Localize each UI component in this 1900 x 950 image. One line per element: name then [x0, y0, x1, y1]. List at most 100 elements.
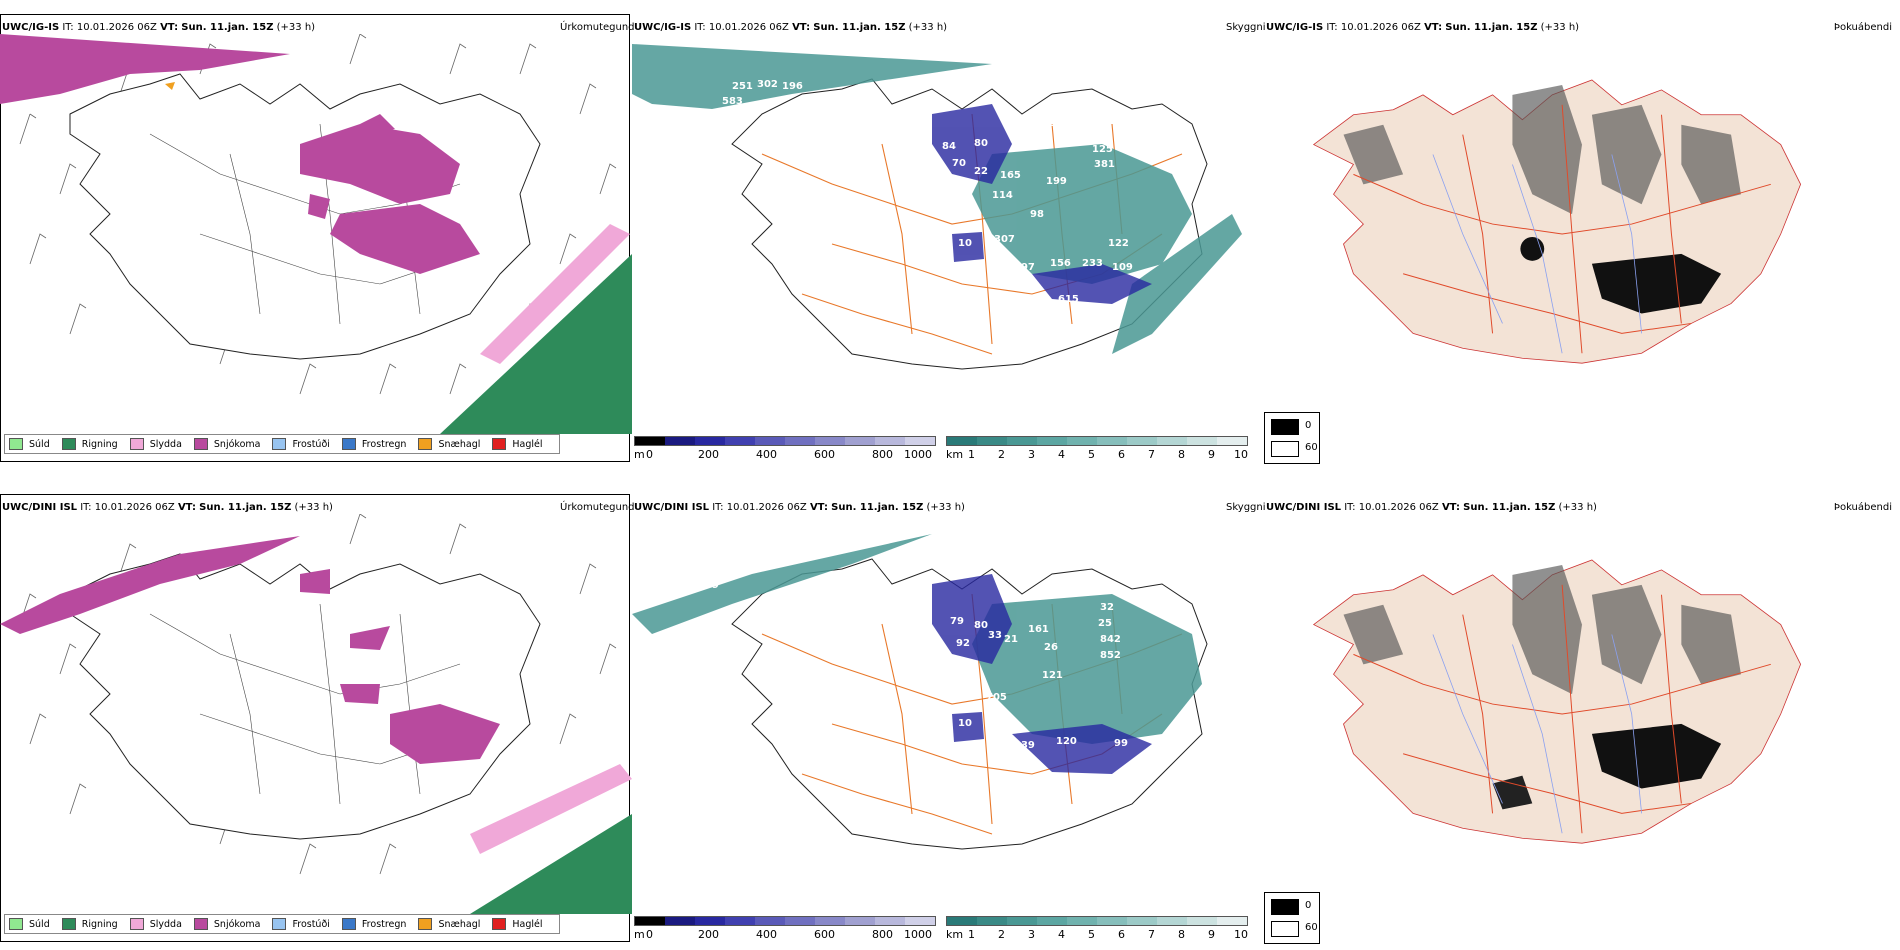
vis-number: 109 [1112, 262, 1133, 273]
vis-number: 10 [958, 238, 972, 249]
legend-item: Slydda [129, 438, 182, 450]
colorbar-tick: 200 [698, 928, 719, 941]
visibility-map: 251 302 196 583 84 70 72 86 80 22 165 11… [632, 44, 1242, 370]
rivers [1432, 154, 1643, 354]
vt-label: VT: [792, 22, 811, 33]
legend-swatch [129, 918, 144, 930]
legend-swatch [341, 918, 356, 930]
visibility-panel: UWC/DINI ISL IT: 10.01.2026 06Z VT: Sun.… [632, 480, 1266, 950]
it-value: 10.01.2026 06Z [76, 22, 157, 33]
colorbar-tick: 600 [814, 928, 835, 941]
legend-label: Frostregn [361, 438, 407, 450]
legend-label: Rigning [81, 918, 118, 930]
legend-swatch [9, 438, 23, 450]
colorbar-gradient [946, 436, 1248, 446]
vis-number: 381 [1094, 159, 1115, 170]
fog-title: Þokuábendi [1833, 502, 1892, 513]
visibility-numbers: 251 302 196 583 84 70 72 86 80 22 165 11… [722, 79, 1133, 305]
vis-number: 196 [782, 81, 803, 92]
colorbar-tick: 800 [872, 448, 893, 461]
vis-number: 79 [950, 616, 964, 627]
fog-panel: UWC/DINI ISL IT: 10.01.2026 06Z VT: Sun.… [1264, 480, 1900, 950]
vt-label: VT: [160, 22, 179, 33]
vis-number: 307 [994, 234, 1015, 245]
colorbar-tick: 1000 [904, 448, 932, 461]
it-value: 10.01.2026 06Z [1340, 22, 1421, 33]
vt-value: Sun. 11.jan. 15Z [1445, 22, 1538, 33]
lead-time: (+33 h) [926, 502, 965, 513]
low-visibility-teal [632, 44, 1242, 354]
colorbar-tick: 0 [646, 448, 653, 461]
fog-spot [1492, 775, 1533, 810]
lead-time: (+33 h) [276, 22, 316, 33]
panel-title: UWC/DINI ISL IT: 10.01.2026 06Z VT: Sun.… [2, 502, 333, 513]
model-name: UWC/IG-IS [634, 22, 692, 33]
vis-number: 26 [1044, 642, 1058, 653]
vt-value: Sun. 11.jan. 15Z [181, 22, 274, 33]
it-label: IT: [1326, 22, 1338, 33]
colorbar-tick: 200 [698, 448, 719, 461]
vis-number: 80 [974, 620, 988, 631]
elevation-blue [932, 104, 1152, 304]
model-name: UWC/DINI ISL [634, 502, 710, 513]
it-value: 10.01.2026 06Z [708, 22, 789, 33]
vis-number: 10 [958, 718, 972, 729]
vis-number: 251 [732, 81, 753, 92]
precip-legend: Súld Rigning Slydda Snjókoma Frostúði Fr… [4, 914, 560, 934]
colorbar-gradient [634, 916, 936, 926]
colorbar-unit: km [946, 448, 964, 461]
colorbar-tick: 7 [1148, 928, 1155, 941]
fog-key-max-swatch [1271, 441, 1299, 457]
legend-item: Snjókoma [193, 438, 260, 450]
fog-key-min: 0 [1305, 900, 1312, 911]
legend-item: Frostregn [341, 918, 407, 930]
vis-number: 219 [988, 254, 1009, 265]
vis-number: 32 [1100, 602, 1114, 613]
vis-number: 98 [1030, 209, 1044, 220]
model-name: UWC/IG-IS [2, 22, 60, 33]
legend-label: Frostregn [361, 918, 407, 930]
precip-frame [0, 494, 630, 942]
vis-number: 122 [1108, 238, 1129, 249]
legend-item: Snæhagl [418, 918, 480, 930]
vis-number: 80 [974, 138, 988, 149]
rain-area [440, 254, 632, 434]
colorbar-tick: 600 [814, 448, 835, 461]
colorbar-tick: 400 [756, 928, 777, 941]
vis-number: 114 [992, 190, 1013, 201]
vt-value: Sun. 11.jan. 15Z [1463, 502, 1556, 513]
it-value: 10.01.2026 06Z [726, 502, 807, 513]
colorbar-tick: 4 [1058, 448, 1065, 461]
vis-number: 72 [938, 178, 952, 189]
rivers [1432, 634, 1643, 834]
fog-key-max: 60 [1305, 442, 1318, 453]
it-label: IT: [1344, 502, 1356, 513]
fog-title: Þokuábendi [1833, 22, 1892, 33]
vt-value: Sun. 11.jan. 15Z [831, 502, 924, 513]
roads [149, 603, 461, 805]
snow-areas [0, 536, 500, 764]
vis-number: 233 [1082, 258, 1103, 269]
model-name: UWC/DINI ISL [1266, 502, 1342, 513]
colorbar-tick: 6 [1118, 448, 1125, 461]
legend-swatch [193, 918, 208, 930]
precip-panel: UWC/IG-IS IT: 10.01.2026 06Z VT: Sun. 11… [0, 0, 635, 470]
elevation-blue [932, 574, 1152, 774]
colorbar-tick: 8 [1178, 928, 1185, 941]
vis-number: 99 [1114, 738, 1128, 749]
legend-swatch [492, 918, 507, 930]
precip-title: Úrkomutegund [560, 22, 635, 33]
vis-number: 231 [736, 564, 757, 575]
legend-swatch [341, 438, 356, 450]
vis-number: 304 [1088, 128, 1109, 139]
legend-item: Slydda [129, 918, 182, 930]
sleet-band [470, 764, 632, 854]
colorbar-tick: 9 [1208, 928, 1215, 941]
colorbar-unit: m [634, 448, 645, 461]
fog-key-max-swatch [1271, 921, 1299, 937]
model-name: UWC/DINI ISL [2, 502, 78, 513]
precip-map [0, 34, 632, 434]
legend-label: Snjókoma [213, 918, 261, 930]
vis-number: 22 [974, 166, 988, 177]
fog-shading [1343, 564, 1741, 695]
